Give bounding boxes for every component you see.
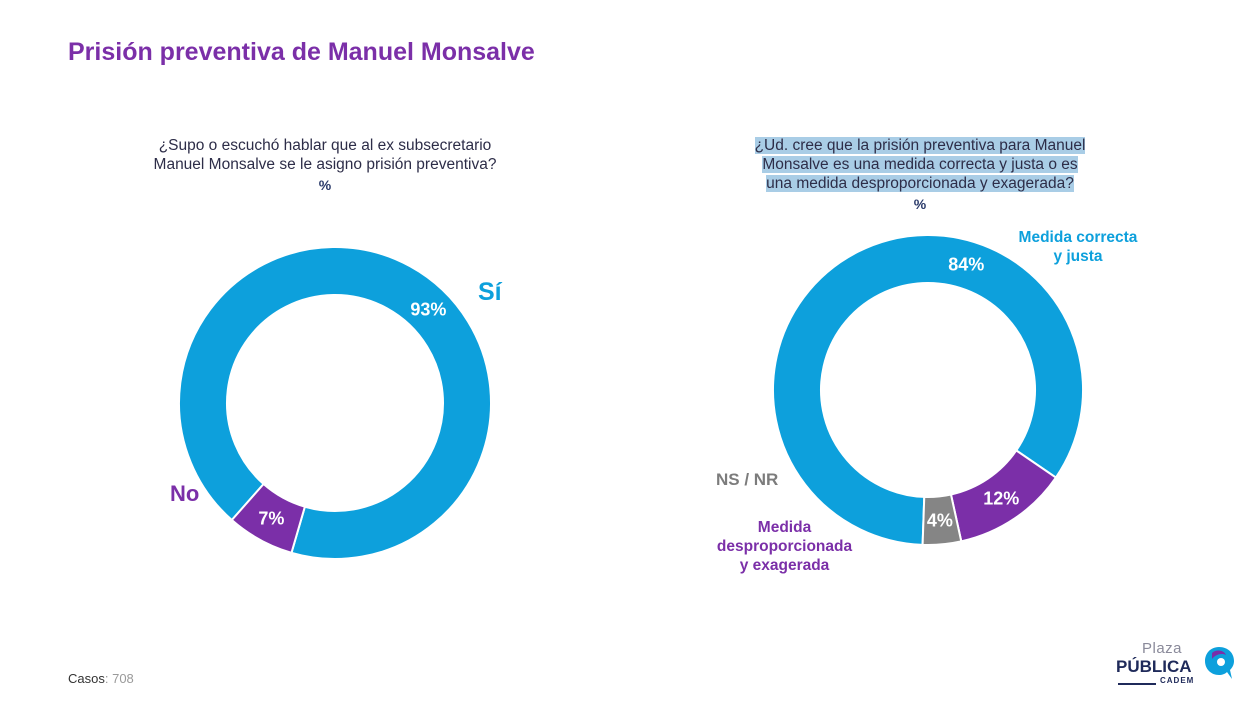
slice-correcta: [771, 234, 1084, 546]
question-opinion: ¿Ud. cree que la prisión preventiva para…: [700, 136, 1140, 214]
slice-no: [230, 482, 307, 555]
slice-desproporcionada-value-label: 12%: [983, 489, 1019, 509]
legend-label-desprop-line-3: y exagerada: [739, 557, 830, 574]
question-opinion-line-3: una medida desproporcionada y exagerada?: [766, 175, 1074, 192]
question-opinion-line-1: ¿Ud. cree que la prisión preventiva para…: [754, 137, 1086, 154]
legend-label-desproporcionada: Medida desproporcionada y exagerada: [697, 518, 872, 575]
legend-label-desprop-line-1: Medida: [757, 519, 812, 536]
page-title: Prisión preventiva de Manuel Monsalve: [68, 38, 535, 66]
logo-underline: [1118, 683, 1156, 685]
sample-size-note: Casos: 708: [68, 671, 134, 686]
sample-size-value: : 708: [104, 671, 134, 686]
question-awareness-unit: %: [318, 177, 332, 193]
legend-label-si: Sí: [478, 278, 502, 306]
legend-label-no: No: [170, 481, 200, 506]
question-awareness: ¿Supo o escuchó hablar que al ex subsecr…: [150, 136, 500, 195]
legend-label-nsnr: NS / NR: [716, 470, 779, 489]
logo-text-publica: PÚBLICA: [1116, 657, 1192, 676]
sample-size-label: Casos: [68, 671, 105, 686]
plaza-publica-logo: Plaza PÚBLICA CADEM: [1112, 640, 1237, 690]
logo-bubble-icon: [1205, 647, 1234, 679]
legend-label-correcta-line-2: y justa: [1053, 248, 1103, 265]
slice-si-value-label: 93%: [410, 300, 446, 320]
slice-nsnr-value-label: 4%: [927, 510, 953, 530]
slice-correcta-value-label: 84%: [948, 255, 984, 275]
slice-nsnr: [921, 493, 963, 546]
logo-text-cadem: CADEM: [1160, 676, 1195, 685]
question-awareness-text: ¿Supo o escuchó hablar que al ex subsecr…: [153, 137, 497, 173]
question-opinion-line-2: Monsalve es una medida correcta y justa …: [762, 156, 1078, 173]
slice-si: [178, 246, 492, 560]
question-opinion-unit: %: [913, 196, 927, 212]
logo-text-plaza: Plaza: [1142, 640, 1183, 657]
legend-label-correcta: Medida correcta y justa: [1003, 228, 1153, 266]
legend-label-correcta-line-1: Medida correcta: [1018, 229, 1138, 246]
slice-no-value-label: 7%: [258, 509, 284, 529]
legend-label-desprop-line-2: desproporcionada: [716, 538, 853, 555]
